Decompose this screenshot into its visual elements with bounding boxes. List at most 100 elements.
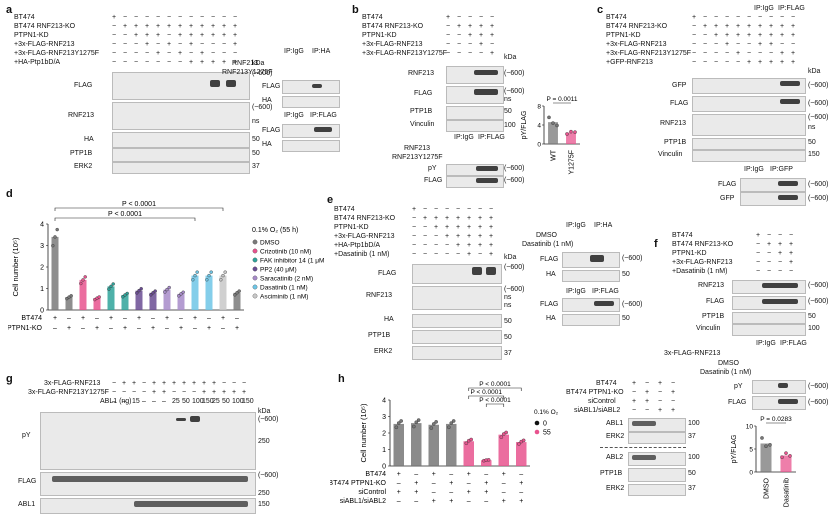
- sign-cell: −: [134, 50, 139, 57]
- sign-cell: +: [434, 215, 439, 222]
- mw-label: ns: [504, 96, 512, 103]
- ip-row-label: RNF213Y1275F: [222, 69, 273, 76]
- data-point: [551, 121, 555, 125]
- x-tick-label: DMSO: [764, 477, 771, 499]
- bar: [516, 442, 527, 466]
- blot-label: HA: [84, 136, 94, 143]
- sign-cell: −: [467, 206, 472, 213]
- sign-cell: +: [467, 215, 472, 222]
- data-point: [205, 278, 209, 282]
- sign-cell: −: [703, 50, 708, 57]
- sign-cell: +: [222, 23, 227, 30]
- sign-cell: −: [423, 242, 428, 249]
- sign-cell: +: [489, 251, 494, 258]
- sign-cell: −: [456, 206, 461, 213]
- sign-cell: 100: [232, 398, 244, 405]
- data-point: [195, 270, 199, 274]
- sign-cell: −: [412, 251, 417, 258]
- x-sign: –: [95, 315, 99, 322]
- sign-cell: −: [189, 14, 194, 21]
- row-label: +3x-FLAG-RNF213Y1275F: [14, 50, 100, 57]
- legend-label: DMSO: [260, 240, 280, 247]
- blot-label: ERK2: [74, 163, 93, 170]
- bar: [481, 460, 492, 466]
- sign-cell: −: [778, 259, 783, 266]
- bar: [393, 423, 404, 466]
- mw-label: 100: [504, 122, 516, 129]
- data-point: [97, 295, 101, 299]
- bar: [65, 297, 73, 310]
- sign-cell: +: [725, 32, 730, 39]
- sign-cell: −: [736, 59, 741, 66]
- data-point: [149, 293, 153, 297]
- mw-label: (~600): [504, 70, 525, 77]
- blot-erk2: [412, 346, 502, 360]
- sign-cell: −: [446, 23, 451, 30]
- sign-cell: 150: [242, 398, 254, 405]
- sign-cell: −: [478, 206, 483, 213]
- sign-cell: +: [456, 224, 461, 231]
- ip-row-label: Dasatinib (1 nM): [522, 241, 574, 248]
- bar: [780, 455, 792, 472]
- sign-cell: +: [178, 23, 183, 30]
- sign-cell: −: [747, 50, 752, 57]
- sign-cell: +: [152, 389, 157, 396]
- sign-cell: +: [467, 224, 472, 231]
- blot-ptp1b: [412, 330, 502, 344]
- row-label: BT474: [596, 380, 617, 387]
- blot-label: HA: [384, 316, 394, 323]
- sign-cell: +: [134, 23, 139, 30]
- row-label: PTPN1-KD: [14, 32, 49, 39]
- data-point: [135, 291, 139, 295]
- mw-label: (~600): [808, 100, 829, 107]
- ip-label: IP:IgG: [284, 112, 304, 119]
- ip-row-label: 3x-FLAG-RNF213: [664, 350, 721, 357]
- x-sign: –: [519, 471, 523, 478]
- sign-cell: +: [645, 389, 650, 396]
- data-point: [764, 444, 768, 449]
- blot-ptp1b: [732, 312, 806, 324]
- sign-cell: −: [632, 389, 637, 396]
- x-sign: –: [449, 471, 453, 478]
- sign-cell: −: [457, 14, 462, 21]
- blot-gfp: [692, 78, 806, 94]
- sign-cell: −: [123, 41, 128, 48]
- sign-cell: −: [490, 14, 495, 21]
- data-point: [449, 421, 454, 425]
- mw-label: (~600): [504, 88, 525, 95]
- ip-row-label: DMSO: [718, 360, 739, 367]
- row-label: BT474 RNF213-KO: [334, 215, 396, 222]
- sign-cell: +: [200, 59, 205, 66]
- sign-cell: −: [189, 50, 194, 57]
- x-sign: +: [432, 498, 436, 505]
- sign-cell: −: [123, 50, 128, 57]
- row-label: +3x-FLAG-RNF213: [14, 41, 75, 48]
- data-point: [237, 289, 241, 293]
- sign-cell: +: [145, 23, 150, 30]
- sign-cell: +: [489, 224, 494, 231]
- sign-cell: +: [468, 32, 473, 39]
- ip-label: IP:IgG: [454, 134, 474, 141]
- sign-cell: −: [457, 32, 462, 39]
- legend-label: Asciminib (1 nM): [260, 294, 308, 301]
- row-label: siControl: [588, 398, 616, 405]
- sign-cell: −: [756, 250, 761, 257]
- p-value: P < 0.0001: [479, 397, 511, 404]
- sign-cell: –: [122, 398, 126, 405]
- row-label: +3x-FLAG-RNF213: [334, 233, 395, 240]
- data-point: [451, 419, 456, 423]
- sign-cell: −: [468, 14, 473, 21]
- p-value: P = 0.0011: [546, 96, 577, 103]
- blot-label: Vinculin: [696, 325, 721, 332]
- mw-label: (~600): [252, 70, 273, 77]
- blot-erk2: [112, 162, 250, 174]
- sign-cell: +: [671, 389, 676, 396]
- sign-cell: +: [780, 32, 785, 39]
- mw-label: (~600): [504, 264, 525, 271]
- y-tick-label: 0: [749, 470, 753, 477]
- mw-label: ns: [808, 124, 816, 131]
- blot-label: PTP1B: [368, 332, 391, 339]
- blot-label: PTP1B: [600, 470, 623, 477]
- data-point: [569, 129, 573, 134]
- ip-row-label: Dasatinib (1 nM): [700, 369, 752, 376]
